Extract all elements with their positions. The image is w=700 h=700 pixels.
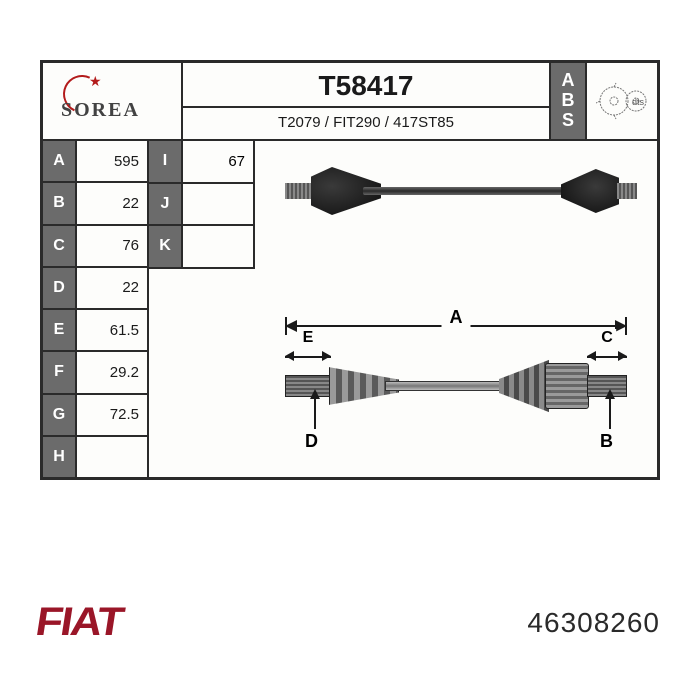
abs-s: S — [562, 111, 574, 131]
oem-number: 46308260 — [527, 607, 660, 639]
dimension-E-label: E — [300, 329, 317, 347]
footer: FIAT 46308260 — [40, 600, 660, 645]
dim-values-col1: 595 22 76 22 61.5 29.2 72.5 — [77, 141, 149, 477]
axle-photo-shaft — [363, 187, 577, 195]
schematic-spline-left — [285, 375, 331, 397]
brand-name: SOREA — [61, 99, 140, 122]
dim-letter-A: A — [43, 141, 77, 183]
dim-letter-D: D — [43, 268, 77, 310]
dimension-C-label: C — [598, 329, 616, 347]
axle-photo-boot-right — [561, 169, 619, 213]
brand-logo: ★ SOREA — [57, 71, 167, 131]
dimension-E: E — [285, 347, 331, 367]
dim-value-C: 76 — [77, 226, 149, 268]
header-row: ★ SOREA T58417 T2079 / FIT290 / 417ST85 … — [43, 63, 657, 141]
callout-D: D — [305, 431, 318, 452]
axle-photo — [285, 159, 637, 223]
dim-values-col2: 67 — [183, 141, 255, 477]
schematic-shaft — [385, 381, 517, 391]
dim-letter-K: K — [149, 226, 183, 269]
dim-letter-F: F — [43, 352, 77, 394]
schematic-joint-right — [499, 357, 589, 415]
dimension-A-label: A — [442, 307, 471, 328]
gear-icon: dts — [596, 75, 648, 127]
dim-value-A: 595 — [77, 141, 149, 183]
callout-B: B — [600, 431, 613, 452]
dimension-C: C — [587, 347, 627, 367]
abs-a: A — [562, 71, 575, 91]
axle-schematic: A E — [265, 311, 647, 461]
part-cross-refs: T2079 / FIT290 / 417ST85 — [278, 108, 454, 137]
dim-value-E: 61.5 — [77, 310, 149, 352]
dimension-A: A — [285, 311, 627, 341]
gear-label: dts — [632, 97, 645, 107]
part-number-main: T58417 — [183, 66, 549, 108]
make-logo: FIAT — [33, 600, 126, 645]
schematic-bell-right — [545, 363, 589, 409]
dim-letter-H: H — [43, 437, 77, 477]
callout-B-label: B — [600, 431, 613, 451]
diagram-area: A E — [255, 141, 657, 477]
dim-value-B: 22 — [77, 183, 149, 225]
abs-b: B — [562, 91, 575, 111]
schematic-body: E C — [285, 351, 627, 421]
brand-cell: ★ SOREA — [43, 63, 183, 139]
axle-photo-spline-right — [617, 183, 637, 199]
dim-letters-col1: A B C D E F G H — [43, 141, 77, 477]
brand-star-icon: ★ — [89, 73, 102, 90]
dim-value-G: 72.5 — [77, 395, 149, 437]
dim-letter-B: B — [43, 183, 77, 225]
dim-value-J — [183, 184, 255, 227]
dim-value-K — [183, 226, 255, 269]
callout-D-label: D — [305, 431, 318, 451]
dim-letter-C: C — [43, 226, 77, 268]
dim-value-I: 67 — [183, 141, 255, 184]
dim-letter-G: G — [43, 395, 77, 437]
dim-letter-I: I — [149, 141, 183, 184]
axle-photo-spline-left — [285, 183, 313, 199]
body-area: A B C D E F G H 595 22 76 22 61.5 29.2 7… — [43, 141, 657, 477]
gear-cell: dts — [587, 63, 657, 139]
dim-value-H — [77, 437, 149, 477]
dim-value-F: 29.2 — [77, 352, 149, 394]
abs-badge: A B S — [551, 63, 587, 139]
dim-letter-J: J — [149, 184, 183, 227]
dim-letter-E: E — [43, 310, 77, 352]
dim-value-D: 22 — [77, 268, 149, 310]
dim-letters-col2: I J K — [149, 141, 183, 477]
spec-card: ★ SOREA T58417 T2079 / FIT290 / 417ST85 … — [40, 60, 660, 480]
schematic-boot-right — [499, 357, 549, 415]
title-cell: T58417 T2079 / FIT290 / 417ST85 — [183, 63, 551, 139]
